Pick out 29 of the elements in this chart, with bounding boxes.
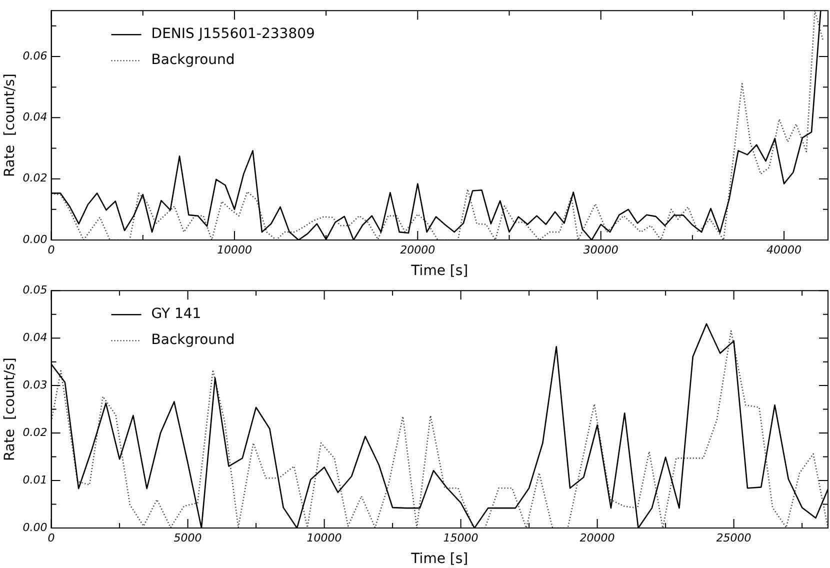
y-tick-label: 0.05 [22,283,48,296]
x-tick-label: 10000 [216,243,252,256]
y-axis-title: Rate [count/s] [2,358,18,462]
y-tick-label: 0.03 [22,378,48,392]
x-tick-label: 0 [48,531,55,544]
legend-label: DENIS J155601-233809 [151,26,315,42]
legend-label: Background [151,52,235,68]
x-axis-title: Time [s] [410,263,468,280]
y-axis-title: Rate [count/s] [2,74,18,178]
y-tick-label: 0.00 [22,232,48,246]
y-tick-label: 0.04 [22,110,48,124]
x-tick-label: 25000 [716,531,752,544]
y-tick-label: 0.02 [22,426,48,439]
x-tick-label: 20000 [400,243,436,256]
x-tick-label: 30000 [583,243,618,256]
x-tick-label: 40000 [766,243,802,256]
y-tick-label: 0.01 [22,473,48,486]
x-tick-label: 0 [48,243,55,256]
x-tick-label: 5000 [174,531,202,544]
x-axis-title: Time [s] [410,551,468,568]
legend-label: GY 141 [151,306,202,322]
legend-label: Background [151,332,235,348]
x-tick-label: 20000 [580,531,615,544]
y-tick-label: 0.06 [22,49,48,62]
y-tick-label: 0.02 [22,172,48,185]
x-tick-label: 15000 [443,531,478,544]
x-tick-label: 10000 [306,531,342,544]
y-tick-label: 0.00 [22,520,48,534]
y-tick-label: 0.04 [22,330,48,344]
